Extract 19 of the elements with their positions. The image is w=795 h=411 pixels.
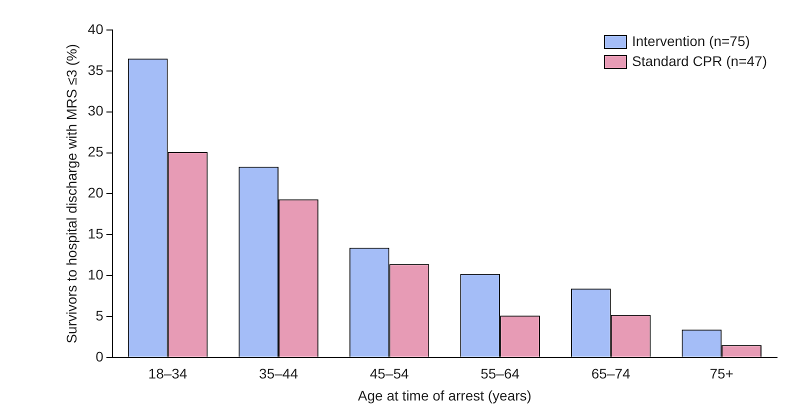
y-tick-label: 15 xyxy=(88,225,104,242)
x-tick-label: 18–34 xyxy=(148,366,188,382)
y-tick-label: 40 xyxy=(88,20,104,37)
y-tick-label: 5 xyxy=(96,307,104,324)
y-tick-label: 35 xyxy=(88,62,104,78)
y-axis-title: Survivors to hospital discharge with MRS ≤3 (%) xyxy=(63,44,80,344)
x-tick-label: 55–64 xyxy=(480,366,520,382)
legend-label: Standard CPR (n=47) xyxy=(632,52,768,69)
y-tick-label: 0 xyxy=(96,348,104,364)
y-tick-label: 25 xyxy=(88,144,104,160)
y-tick-label: 30 xyxy=(88,102,104,119)
x-tick-label: 75+ xyxy=(710,366,734,382)
legend-label: Intervention (n=75) xyxy=(632,32,750,49)
x-axis-title: Age at time of arrest (years) xyxy=(358,387,532,404)
y-tick-label: 10 xyxy=(88,266,104,282)
x-tick-label: 35–44 xyxy=(259,366,298,382)
x-tick-label: 45–54 xyxy=(370,366,409,382)
x-tick-label: 65–74 xyxy=(591,366,631,382)
y-tick-label: 20 xyxy=(88,184,104,201)
